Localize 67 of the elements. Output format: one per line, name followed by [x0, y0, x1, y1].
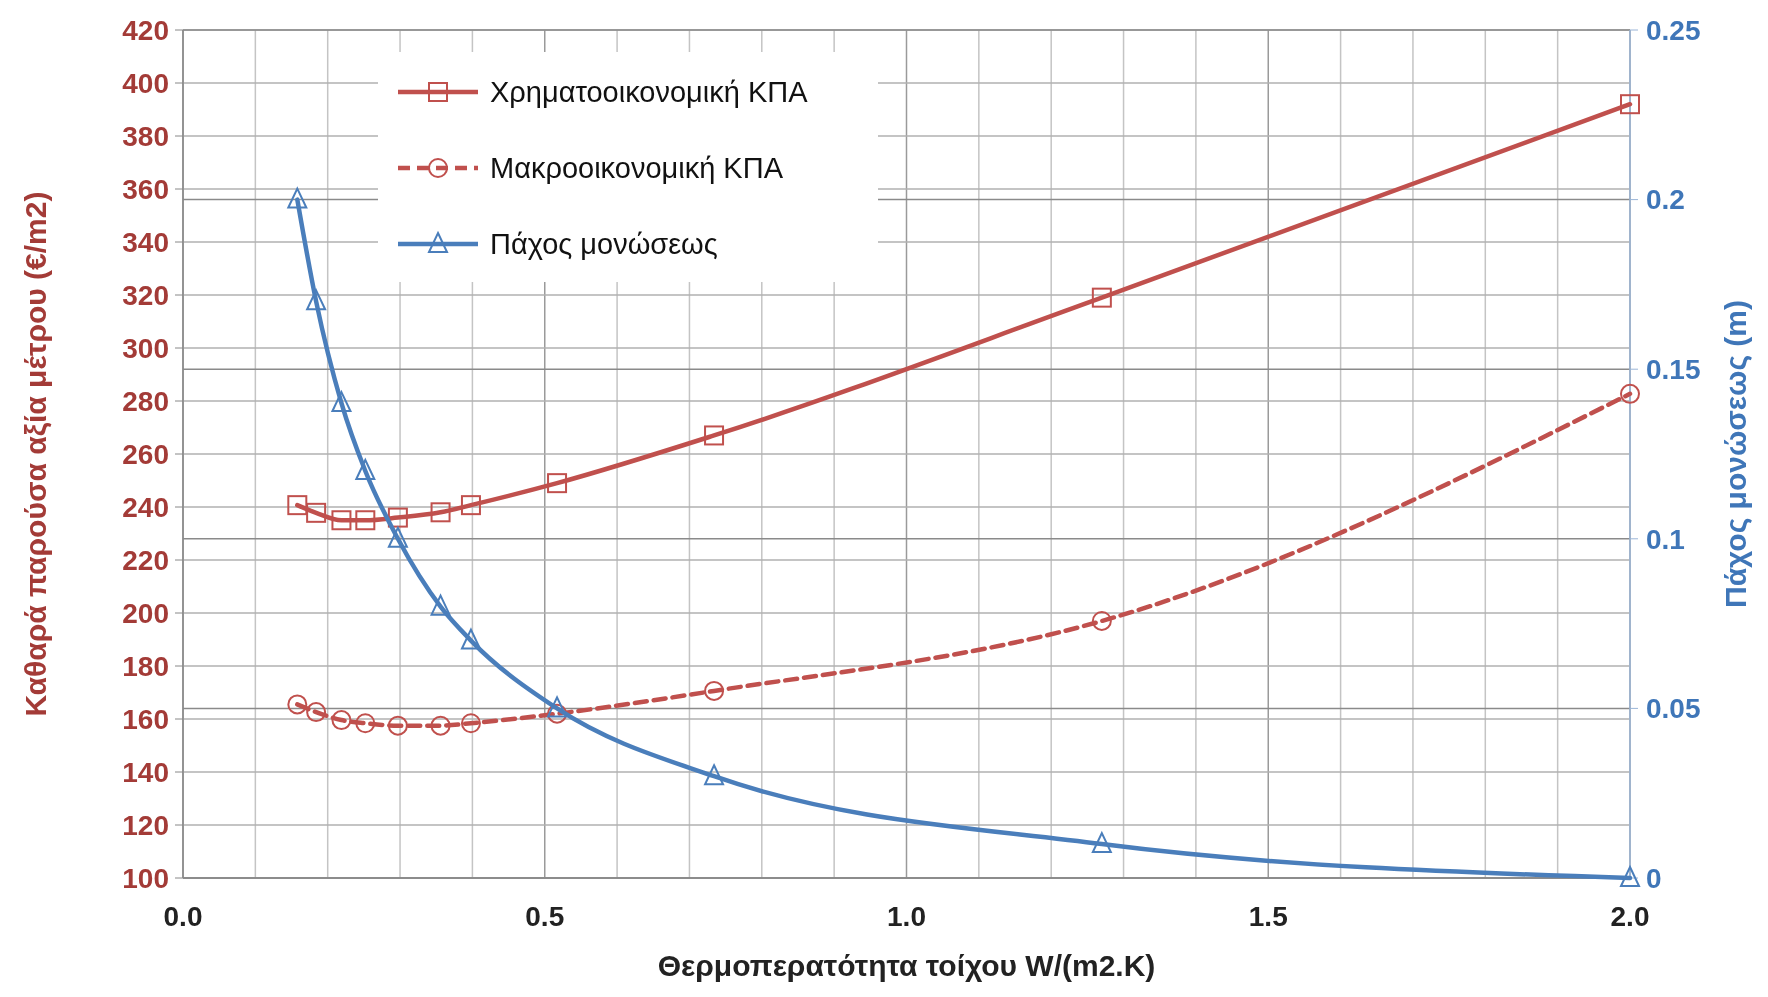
point	[306, 289, 327, 311]
point	[387, 507, 408, 528]
x-tick-label: 1.5	[1248, 901, 1288, 932]
y-tick-label: 340	[122, 226, 169, 258]
y-tick-label: 180	[122, 650, 169, 682]
point	[1091, 287, 1112, 308]
point	[430, 594, 451, 616]
point	[430, 715, 451, 736]
y-tick-label: 300	[122, 332, 169, 364]
point	[287, 694, 308, 715]
y-tick-label: 280	[122, 385, 169, 417]
y2-tick-label: 0	[1646, 862, 1662, 894]
point	[331, 510, 352, 531]
x-axis-title: Θερμοπερατότητα τοίχου W/(m2.K)	[657, 949, 1156, 982]
point	[355, 458, 376, 480]
point	[355, 510, 376, 531]
point	[355, 713, 376, 734]
point	[1620, 866, 1640, 887]
point	[460, 713, 481, 734]
y-tick-label: 380	[122, 120, 169, 152]
x-tick-label: 1.0	[887, 901, 926, 932]
point	[1091, 610, 1112, 631]
y-tick-label: 160	[122, 703, 169, 735]
y-tick-label: 260	[122, 438, 169, 470]
point	[387, 526, 408, 548]
y-tick-label: 120	[122, 809, 169, 841]
y2-tick-label: 0.15	[1646, 354, 1701, 385]
y2-tick-label: 0.25	[1646, 14, 1701, 46]
point	[387, 715, 408, 736]
y-tick-label: 220	[122, 544, 169, 576]
point	[287, 187, 308, 209]
point	[704, 764, 725, 786]
legend-label: Μακροοικονομική ΚΠΑ	[490, 152, 784, 185]
point	[460, 495, 481, 516]
point	[547, 703, 568, 724]
point	[547, 696, 568, 718]
x-tick-label: 0.5	[525, 901, 565, 932]
y2-tick-label: 0.05	[1646, 693, 1701, 725]
y-tick-label: 100	[122, 862, 169, 894]
legend-label: Χρηματοοικονομική ΚΠΑ	[490, 76, 809, 109]
x-tick-label: 2.0	[1610, 901, 1650, 932]
point	[331, 710, 352, 731]
point	[1620, 94, 1640, 115]
point	[1620, 383, 1640, 404]
point	[287, 495, 308, 516]
point	[1091, 832, 1112, 854]
point	[547, 473, 568, 494]
y-tick-label: 360	[122, 173, 169, 205]
point	[704, 425, 725, 446]
y2-axis-title: Πάχος μονώσεως (m)	[1719, 300, 1752, 608]
point	[306, 502, 327, 523]
x-tick-label: 0.0	[163, 901, 203, 932]
y-tick-label: 240	[122, 491, 169, 523]
y-tick-label: 320	[122, 279, 169, 311]
point	[331, 391, 352, 413]
point	[430, 502, 451, 523]
y-tick-label: 400	[122, 67, 169, 99]
y-tick-label: 140	[122, 756, 169, 788]
point	[704, 680, 725, 701]
point	[460, 628, 481, 650]
y2-tick-label: 0.1	[1646, 523, 1685, 555]
y-tick-label: 420	[122, 14, 169, 46]
point	[306, 702, 327, 723]
legend-label: Πάχος μονώσεως	[490, 228, 718, 261]
y-tick-label: 200	[122, 597, 169, 629]
y-axis-title: Καθαρά παρούσα αξία μέτρου (€/m2)	[19, 191, 52, 717]
y2-tick-label: 0.2	[1646, 184, 1685, 216]
